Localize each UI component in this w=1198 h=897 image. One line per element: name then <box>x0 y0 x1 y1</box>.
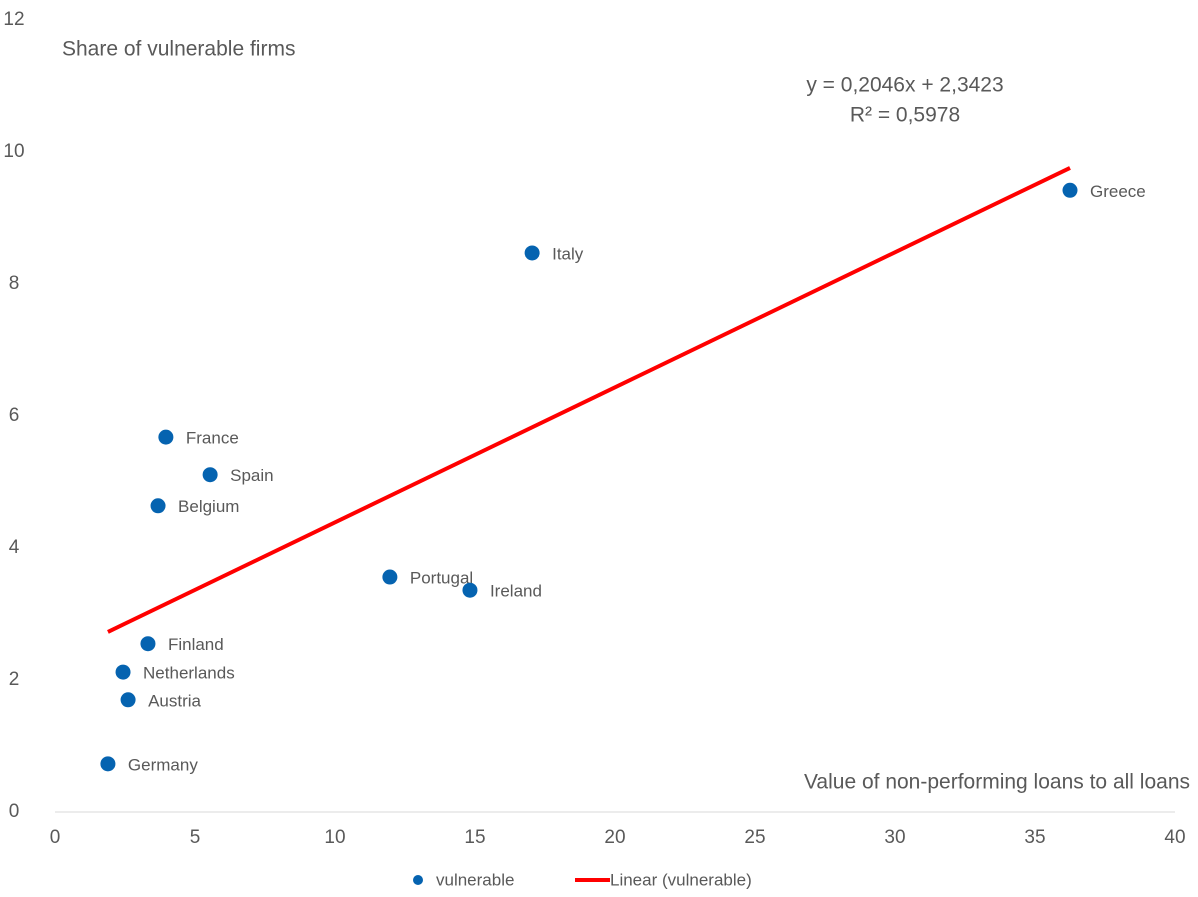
point-label: Ireland <box>490 582 542 601</box>
point-label: Austria <box>148 691 201 710</box>
x-axis-title: Value of non-performing loans to all loa… <box>804 771 1190 794</box>
x-tick-label: 15 <box>464 827 485 848</box>
point <box>524 245 540 261</box>
point <box>382 569 398 585</box>
point-label: Finland <box>168 635 224 654</box>
y-tick-label: 4 <box>9 537 20 558</box>
point-label: France <box>186 429 239 448</box>
point-label: Netherlands <box>143 664 235 683</box>
point-label: Italy <box>552 244 584 263</box>
y-tick-label: 8 <box>9 273 20 294</box>
point <box>150 498 166 514</box>
point <box>140 636 156 652</box>
x-tick-label: 10 <box>324 827 345 848</box>
x-tick-label: 40 <box>1164 827 1185 848</box>
point <box>100 756 116 772</box>
point-label: Greece <box>1090 182 1146 201</box>
legend-label: vulnerable <box>436 870 514 889</box>
trend-equation: y = 0,2046x + 2,3423 <box>806 74 1003 97</box>
point <box>158 429 174 445</box>
y-tick-label: 2 <box>9 669 20 690</box>
point <box>462 582 478 598</box>
point-label: Germany <box>128 755 198 774</box>
y-tick-label: 6 <box>9 405 20 426</box>
point-label: Portugal <box>410 569 473 588</box>
y-tick-label: 12 <box>3 9 24 30</box>
trendline <box>107 166 1071 634</box>
legend-marker <box>413 875 423 885</box>
x-tick-label: 0 <box>50 827 61 848</box>
x-tick-label: 25 <box>744 827 765 848</box>
x-tick-label: 5 <box>190 827 201 848</box>
x-tick-label: 30 <box>884 827 905 848</box>
point <box>115 664 131 680</box>
x-tick-label: 35 <box>1024 827 1045 848</box>
x-tick-label: 20 <box>604 827 625 848</box>
y-tick-label: 10 <box>3 141 24 162</box>
y-tick-label: 0 <box>9 801 20 822</box>
legend-label: Linear (vulnerable) <box>610 870 752 889</box>
y-axis-title: Share of vulnerable firms <box>62 38 295 61</box>
point <box>1062 182 1078 198</box>
point <box>120 692 136 708</box>
point-label: Spain <box>230 466 273 485</box>
trend-r-squared: R² = 0,5978 <box>850 104 960 127</box>
point-label: Belgium <box>178 497 239 516</box>
point <box>202 467 218 483</box>
